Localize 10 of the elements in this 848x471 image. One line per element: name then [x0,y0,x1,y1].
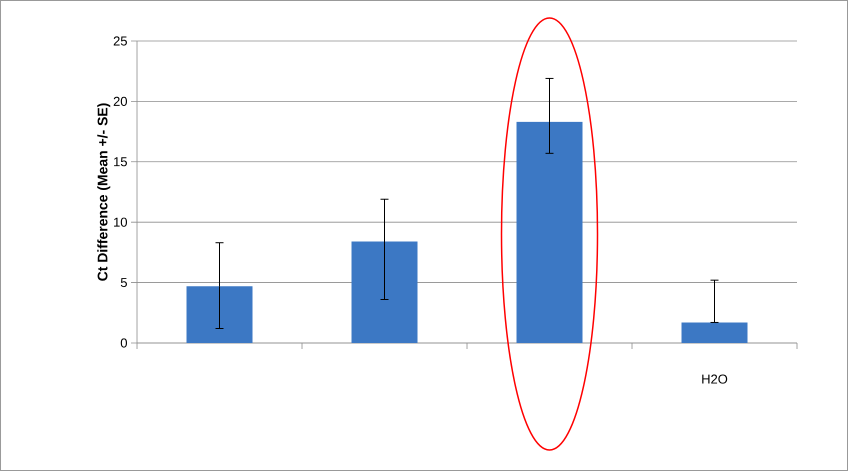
y-axis-title: Ct Difference (Mean +/- SE) [97,103,110,281]
bar [682,322,748,343]
y-tick-label: 15 [114,157,127,166]
y-tick-label: 5 [120,278,127,288]
y-tick-label: 10 [114,218,127,227]
bar [516,122,583,343]
y-tick-label: 20 [114,96,127,106]
x-tick-label: H2O [702,374,728,384]
y-tick-label: 25 [114,36,127,46]
y-tick-label: 0 [120,338,127,348]
